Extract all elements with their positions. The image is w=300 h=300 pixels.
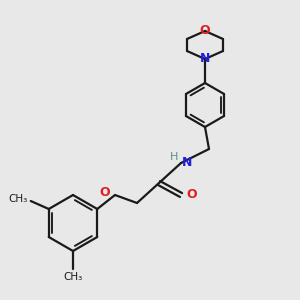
- Text: CH₃: CH₃: [8, 194, 28, 204]
- Text: N: N: [182, 157, 192, 169]
- Text: CH₃: CH₃: [63, 272, 82, 282]
- Text: N: N: [200, 52, 210, 65]
- Text: O: O: [186, 188, 196, 202]
- Text: H: H: [170, 152, 178, 162]
- Text: O: O: [200, 25, 210, 38]
- Text: O: O: [99, 187, 110, 200]
